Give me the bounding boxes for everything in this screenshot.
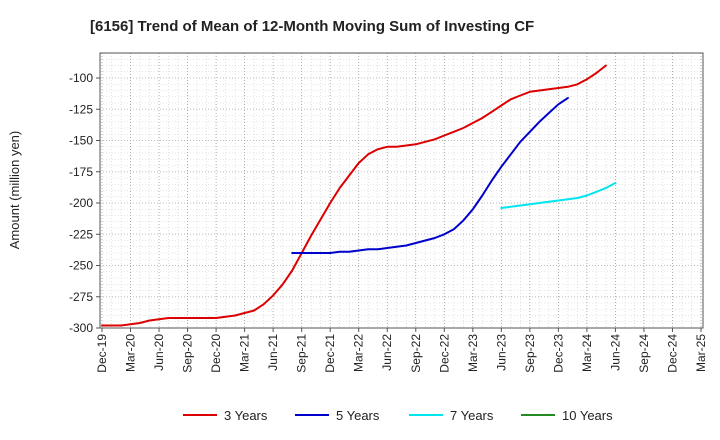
- legend-label: 7 Years: [450, 408, 494, 423]
- x-tick-label: Dec-23: [551, 334, 565, 373]
- x-tick-label: Jun-20: [152, 334, 166, 371]
- x-tick-label: Dec-19: [95, 334, 109, 373]
- legend-label: 5 Years: [336, 408, 380, 423]
- y-tick-label: -150: [69, 134, 93, 148]
- y-tick-label: -100: [69, 71, 93, 85]
- legend-label: 10 Years: [562, 408, 613, 423]
- x-tick-label: Mar-22: [352, 334, 366, 372]
- legend-label: 3 Years: [224, 408, 268, 423]
- x-tick-label: Dec-21: [323, 334, 337, 373]
- x-tick-label: Sep-20: [181, 334, 195, 373]
- legend: 3 Years 5 Years 7 Years 10 Years: [183, 408, 613, 423]
- y-tick-label: -125: [69, 102, 93, 116]
- x-tick-label: Sep-22: [409, 334, 423, 373]
- x-tick-label: Mar-20: [124, 334, 138, 372]
- x-tick-label: Jun-21: [266, 334, 280, 371]
- x-axis: Dec-19 Mar-20 Jun-20 Sep-20 Dec-20 Mar-21 Jun-…: [95, 328, 708, 373]
- x-tick-label: Jun-24: [608, 334, 622, 371]
- x-tick-label: Sep-23: [523, 334, 537, 373]
- x-tick-label: Jun-23: [494, 334, 508, 371]
- y-tick-label: -200: [69, 196, 93, 210]
- series-line-5-years: [291, 97, 569, 254]
- series-line-7-years: [500, 182, 617, 209]
- x-tick-label: Dec-20: [209, 334, 223, 373]
- x-tick-label: Mar-23: [466, 334, 480, 372]
- y-tick-label: -225: [69, 227, 93, 241]
- series-layer: [101, 64, 617, 327]
- x-tick-label: Dec-24: [665, 334, 679, 373]
- y-tick-label: -175: [69, 165, 93, 179]
- y-axis: -100 -125 -150 -175 -200 -225 -250 -275 -300: [69, 71, 100, 335]
- y-tick-label: -275: [69, 290, 93, 304]
- x-tick-label: Sep-21: [295, 334, 309, 373]
- series-line-3-years: [101, 64, 607, 327]
- y-tick-label: -300: [69, 321, 93, 335]
- chart-title: [6156] Trend of Mean of 12-Month Moving …: [90, 18, 534, 35]
- x-tick-label: Dec-22: [437, 334, 451, 373]
- plot-frame: [99, 52, 704, 329]
- x-tick-label: Mar-21: [238, 334, 252, 372]
- x-tick-label: Sep-24: [637, 334, 651, 373]
- plot-area: [100, 53, 703, 328]
- x-tick-label: Jun-22: [380, 334, 394, 371]
- x-tick-label: Mar-24: [580, 334, 594, 372]
- x-tick-label: Mar-25: [694, 334, 708, 372]
- y-axis-label: Amount (million yen): [7, 131, 22, 250]
- y-tick-label: -250: [69, 259, 93, 273]
